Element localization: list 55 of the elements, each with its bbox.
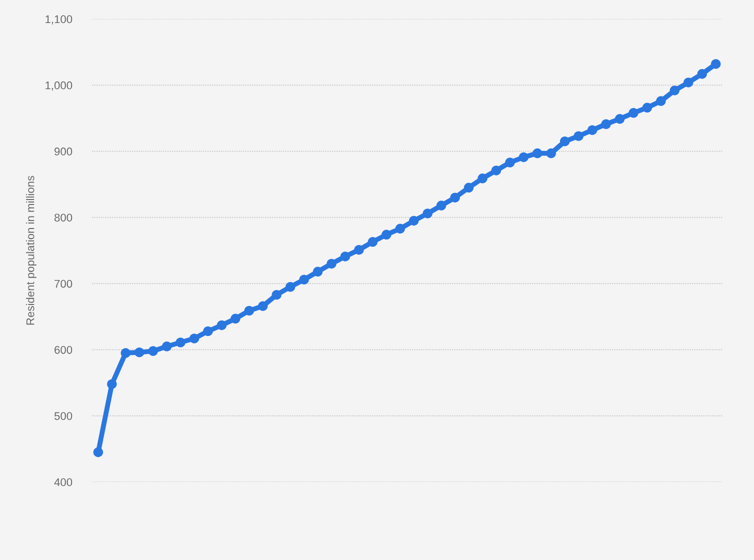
point	[464, 182, 474, 193]
point	[93, 447, 104, 458]
point	[628, 108, 638, 118]
point	[258, 301, 268, 311]
point	[601, 119, 611, 130]
point	[587, 125, 598, 135]
point	[409, 216, 419, 226]
point	[120, 348, 130, 358]
y-tick-label: 1,100	[46, 15, 72, 24]
point	[326, 258, 336, 269]
point	[134, 348, 144, 358]
point	[148, 346, 158, 356]
point	[216, 320, 227, 330]
point	[368, 237, 378, 247]
point	[340, 252, 350, 262]
point	[272, 290, 282, 300]
y-tick-label: 400	[54, 478, 72, 486]
y-tick-label: 600	[54, 346, 72, 354]
point	[436, 200, 446, 210]
point	[312, 266, 323, 277]
point	[684, 78, 694, 88]
point	[176, 338, 186, 348]
point	[354, 244, 364, 255]
y-tick-label: 1,000	[46, 81, 72, 91]
y-tick-label: 900	[54, 148, 72, 156]
point	[203, 326, 213, 336]
point	[450, 192, 460, 202]
point	[697, 69, 707, 79]
point	[422, 208, 432, 218]
point	[230, 314, 240, 324]
y-axis-title: Resident population in millions	[26, 176, 36, 325]
point	[532, 148, 542, 158]
point	[574, 131, 584, 141]
point	[546, 148, 556, 158]
point	[710, 59, 721, 69]
point	[395, 224, 405, 234]
point	[244, 306, 254, 316]
point	[518, 152, 529, 162]
point	[656, 96, 666, 106]
point	[614, 114, 625, 124]
y-tick-label: 500	[54, 412, 72, 420]
point	[285, 282, 296, 292]
point	[162, 342, 172, 352]
point	[491, 166, 502, 176]
point	[478, 174, 488, 184]
point	[107, 379, 117, 389]
y-tick-label: 700	[54, 280, 72, 288]
point	[670, 86, 680, 96]
point	[189, 334, 200, 344]
point	[560, 136, 570, 146]
point	[642, 102, 652, 112]
point	[505, 158, 515, 168]
point	[382, 230, 392, 240]
point	[299, 274, 309, 284]
y-tick-label: 800	[54, 214, 72, 222]
